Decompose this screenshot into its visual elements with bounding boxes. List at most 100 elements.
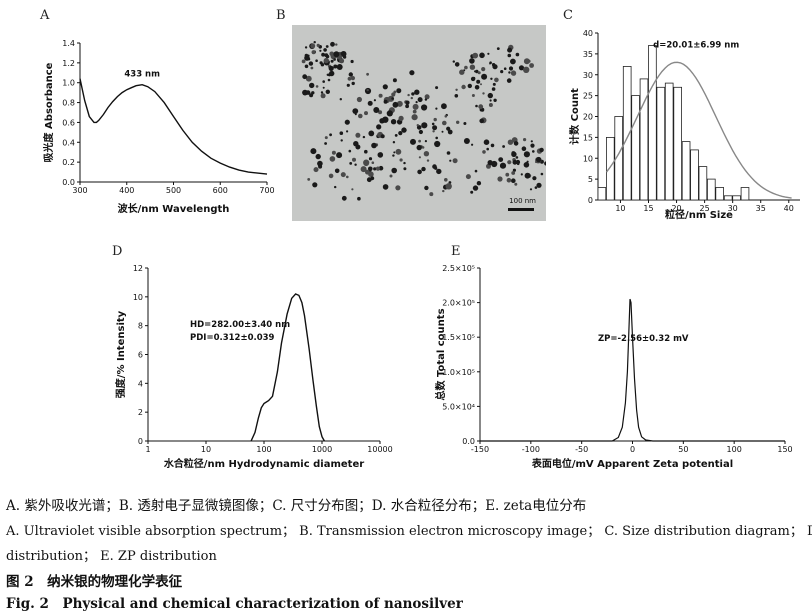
tem-particle xyxy=(463,122,467,125)
a-y-tick-label: 1.2 xyxy=(62,59,75,68)
tem-particle xyxy=(313,167,319,173)
tem-particle xyxy=(346,130,349,133)
tem-particle xyxy=(395,148,402,155)
c-gaussian-fit-curve xyxy=(605,61,792,199)
tem-particle xyxy=(511,151,517,157)
c-histogram-bar xyxy=(614,116,623,201)
a-x-tick-label: 500 xyxy=(166,186,181,195)
tem-particle xyxy=(364,149,368,154)
tem-scale-bar xyxy=(508,208,534,211)
tem-particle xyxy=(540,172,544,176)
tem-particle xyxy=(490,77,493,80)
tem-particle xyxy=(312,182,318,188)
tem-particle xyxy=(311,50,316,55)
tem-particle xyxy=(376,124,382,130)
e-x-tick-label: 0 xyxy=(630,445,635,454)
tem-particle xyxy=(362,135,366,139)
tem-particle xyxy=(307,178,311,181)
tem-particle xyxy=(529,63,534,68)
tem-particle xyxy=(492,82,496,86)
tem-particle xyxy=(496,47,500,50)
tem-particle xyxy=(489,99,492,102)
tem-particle xyxy=(432,164,437,169)
tem-particle xyxy=(330,59,334,63)
tem-particle xyxy=(426,159,430,162)
tem-particle xyxy=(446,126,451,131)
tem-particle xyxy=(508,66,514,71)
tem-particle xyxy=(491,63,496,67)
tem-particle xyxy=(340,172,346,178)
tem-particle xyxy=(417,169,422,175)
tem-particle xyxy=(394,134,398,137)
tem-particle xyxy=(336,64,343,70)
c-histogram-bar xyxy=(622,66,632,201)
e-x-tick-label: -50 xyxy=(575,445,588,454)
c-histogram-bar xyxy=(656,86,666,201)
a-y-tick-label: 1.0 xyxy=(62,79,75,88)
tem-particle xyxy=(410,96,413,100)
tem-particle xyxy=(366,88,369,92)
tem-particle xyxy=(491,160,498,168)
tem-particle xyxy=(435,86,439,90)
tem-particle xyxy=(431,122,435,126)
tem-particle xyxy=(390,119,397,125)
tem-particle xyxy=(526,160,529,163)
tem-particle xyxy=(411,92,415,96)
tem-particle xyxy=(523,138,527,142)
tem-particle xyxy=(436,168,442,175)
tem-particle xyxy=(366,177,372,183)
c-x-tick-label: 40 xyxy=(784,204,794,213)
e-x-axis-label: 表面电位/mV Apparent Zeta potential xyxy=(531,457,733,470)
tem-particle xyxy=(527,59,531,63)
tem-particle xyxy=(442,120,447,126)
c-y-tick-label: 35 xyxy=(583,50,593,59)
c-histogram-bar xyxy=(690,149,699,201)
tem-particle xyxy=(452,158,458,164)
tem-particle xyxy=(424,98,428,101)
d-y-tick-label: 6 xyxy=(138,351,143,360)
tem-particle xyxy=(392,154,395,157)
tem-particle xyxy=(407,93,410,97)
a-y-tick-label: 0.8 xyxy=(62,99,75,108)
c-x-tick-label: 15 xyxy=(643,204,653,213)
tem-particle xyxy=(346,83,350,87)
panel-letter-a: A xyxy=(40,8,50,23)
c-y-tick-label: 10 xyxy=(583,154,593,163)
tem-particle xyxy=(434,140,441,148)
tem-particle xyxy=(530,143,535,148)
tem-particle xyxy=(329,156,336,162)
tem-particle xyxy=(475,69,479,74)
e-y-axis-label: 总数 Total counts xyxy=(434,308,447,400)
tem-particle xyxy=(328,65,334,71)
a-x-axis-label: 波长/nm Wavelength xyxy=(118,202,230,215)
tem-particle xyxy=(320,91,324,94)
c-y-tick-label: 20 xyxy=(583,113,593,122)
tem-particle xyxy=(423,151,430,157)
tem-particle xyxy=(532,176,537,181)
figure-title-en: Fig. 2 Physical and chemical characteriz… xyxy=(6,596,463,612)
tem-particle xyxy=(414,89,420,95)
panel-letter-d: D xyxy=(112,244,123,259)
tem-particle xyxy=(309,82,315,89)
tem-particle xyxy=(377,152,384,158)
tem-particle xyxy=(421,166,426,172)
tem-particle xyxy=(421,146,425,149)
e-x-tick-label: 100 xyxy=(727,445,742,454)
tem-particle xyxy=(354,113,357,116)
e-y-tick-label: 0.0 xyxy=(462,437,475,446)
tem-particle xyxy=(380,134,385,139)
tem-particle xyxy=(333,58,336,61)
c-y-tick-label: 5 xyxy=(588,175,593,184)
tem-particle xyxy=(343,51,346,54)
tem-particle xyxy=(378,110,383,115)
tem-particle xyxy=(412,109,417,114)
tem-particle xyxy=(482,150,486,154)
tem-particle xyxy=(393,151,396,154)
tem-particle xyxy=(382,184,389,190)
tem-particle xyxy=(351,81,355,86)
tem-particle xyxy=(523,151,530,158)
tem-particle xyxy=(481,73,488,80)
tem-particle xyxy=(418,129,423,135)
